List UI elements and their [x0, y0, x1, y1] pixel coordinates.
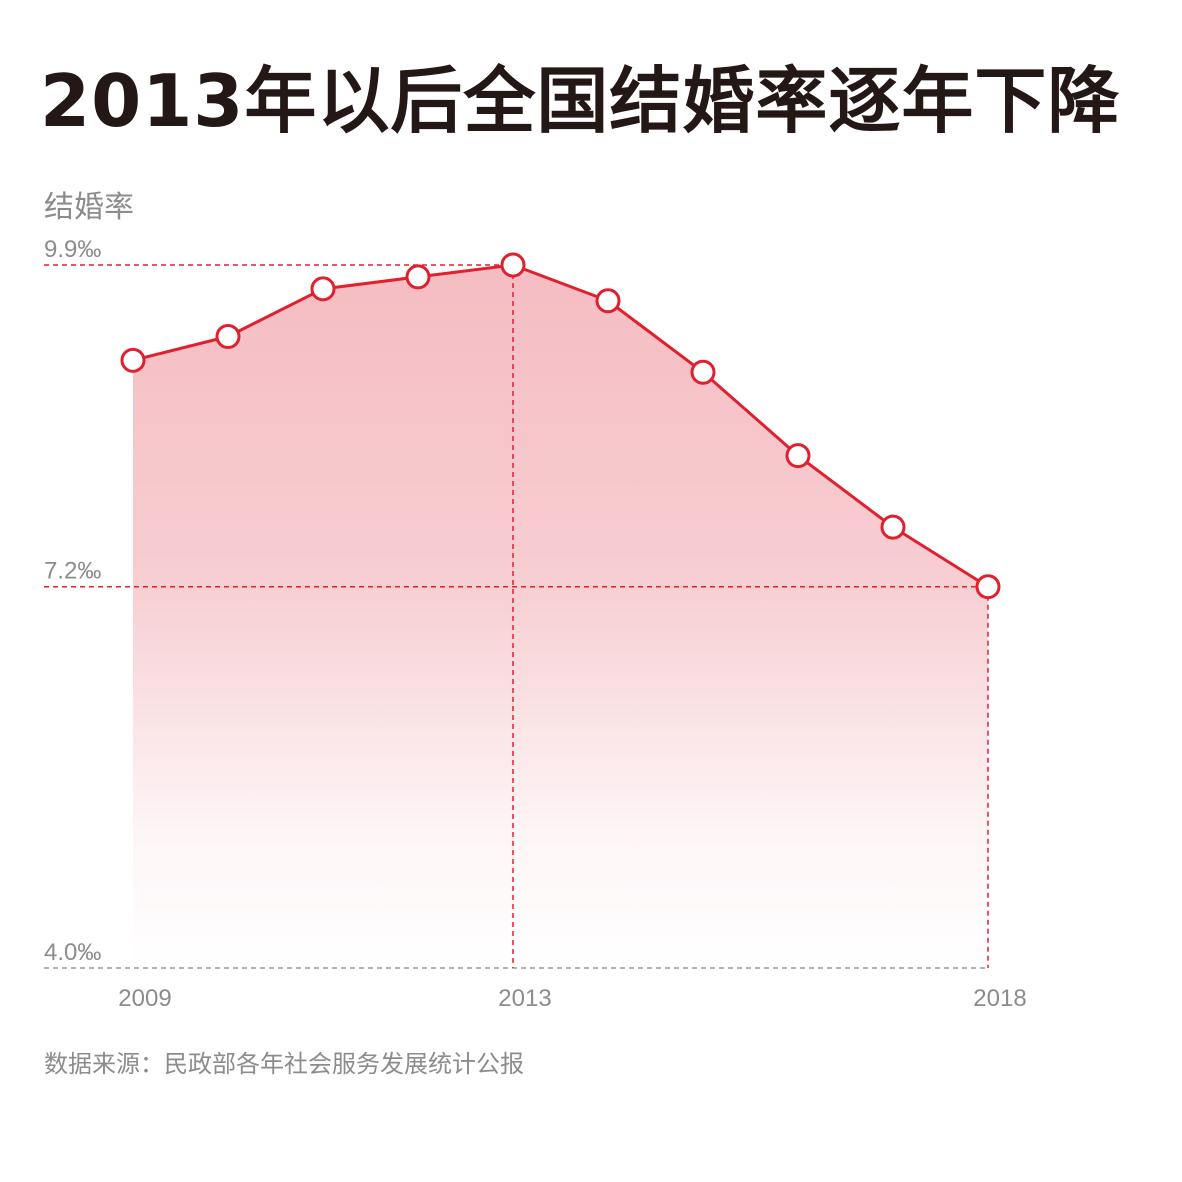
chart-title: 2013年以后全国结婚率逐年下降 — [40, 59, 1121, 143]
x-tick-labels-layer: 2009 2013 2018 — [118, 985, 1026, 1012]
data-point-2010 — [215, 323, 241, 349]
y-tick-label: 9.9‰ — [44, 236, 101, 263]
series-line — [132, 263, 989, 588]
data-point-2015 — [690, 359, 716, 385]
x-tick-label: 2009 — [118, 985, 171, 1012]
data-point-2017 — [880, 514, 906, 540]
data-point-2012 — [405, 264, 431, 290]
data-source-note: 数据来源：民政部各年社会服务发展统计公报 — [44, 1050, 524, 1078]
area-fill-layer — [133, 265, 988, 968]
y-tick-labels-layer: 9.9‰ 7.2‰ 4.0‰ — [44, 236, 101, 966]
data-point-2009 — [120, 347, 146, 373]
area-fill — [133, 265, 988, 968]
x-tick-label: 2013 — [498, 985, 551, 1012]
data-point-2016 — [785, 443, 811, 469]
y-tick-label: 4.0‰ — [44, 939, 101, 966]
data-points-layer — [120, 252, 1001, 600]
y-tick-label: 7.2‰ — [44, 558, 101, 585]
x-tick-label: 2018 — [973, 985, 1026, 1012]
reference-lines-layer — [44, 264, 989, 969]
data-point-2013 — [500, 252, 526, 278]
data-point-2014 — [595, 288, 621, 314]
y-axis-label: 结婚率 — [44, 190, 134, 225]
series-line-layer — [132, 263, 989, 588]
data-point-2011 — [310, 276, 336, 302]
data-point-2018 — [975, 574, 1001, 600]
